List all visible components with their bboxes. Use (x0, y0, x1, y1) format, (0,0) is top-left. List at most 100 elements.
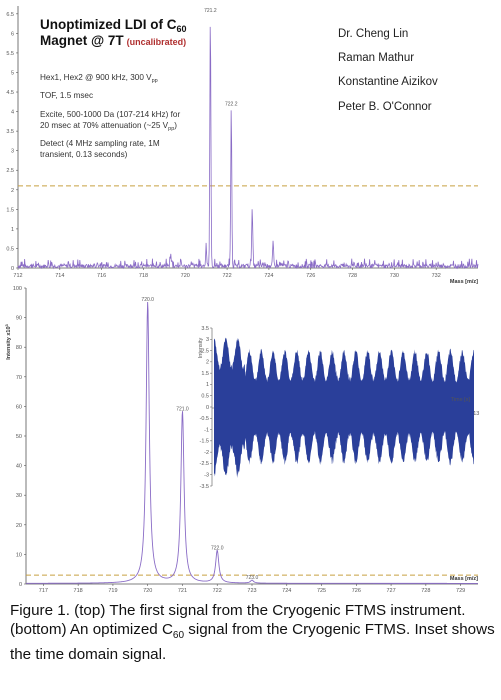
author-2: Raman Mathur (338, 52, 414, 64)
bottom-x-tick-label: 725 (317, 588, 326, 594)
inset-y-ticks: -3.5 -3 -2.5 -2 -1.5 -1 -0.5 0 0.5 1 1.5 2 2.5 3 3.5 (200, 326, 212, 490)
top-y-tick-label: 5.5 (6, 51, 14, 57)
bottom-x-tick-label: 721 (178, 588, 187, 594)
param-line-3: Excite, 500-1000 Da (107-214 kHz) for (40, 110, 180, 119)
bottom-x-tick-label: 723 (247, 588, 256, 594)
top-x-tick-label: 728 (348, 273, 357, 279)
top-x-tick-label: 714 (55, 273, 64, 279)
top-peak-labels: 721.2 722.2 (204, 8, 238, 108)
param-line-6: transient, 0.13 seconds) (40, 150, 128, 159)
bottom-x-axis-label: Mass [m/z] (450, 576, 478, 582)
top-y-tick-label: 3 (11, 149, 14, 155)
bottom-y-tick-label: 60 (16, 404, 22, 410)
author-1: Dr. Cheng Lin (338, 28, 408, 40)
top-x-ticks: 712 714 716 718 720 722 724 726 728 730 732 (13, 268, 441, 279)
top-y-tick-label: 0.5 (6, 246, 14, 252)
bottom-x-tick-label: 729 (456, 588, 465, 594)
bottom-y-tick-label: 0 (19, 582, 22, 588)
bottom-x-tick-label: 717 (39, 588, 48, 594)
top-y-tick-label: 3.5 (6, 129, 14, 135)
bottom-peak-label: 720.0 (141, 297, 154, 303)
top-x-tick-label: 732 (432, 273, 441, 279)
caption-subscript: 60 (172, 630, 185, 642)
inset-y-tick-label: -1.5 (200, 439, 209, 445)
inset-y-tick-label: 0.5 (201, 394, 209, 400)
inset-y-tick-label: -2.5 (200, 461, 209, 467)
top-x-tick-label: 726 (306, 273, 315, 279)
top-y-tick-label: 4 (11, 110, 14, 116)
inset-y-tick-label: 2 (206, 360, 209, 366)
time-domain-inset: -3.5 -3 -2.5 -2 -1.5 -1 -0.5 0 0.5 1 1.5 2 2.5 3 3.5 0… (195, 320, 479, 490)
inset-y-axis-label: Intensity (198, 338, 204, 359)
caption-part2: signal from the Cryogenic FTMS. Inset sh… (10, 621, 495, 664)
param-line-1: Hex1, Hex2 @ 900 kHz, 300 Vpp (40, 73, 158, 84)
bottom-x-tick-label: 720 (143, 588, 152, 594)
top-spectrum-trace (17, 26, 479, 270)
bottom-y-tick-label: 100 (13, 286, 22, 292)
inset-y-tick-label: -0.5 (200, 416, 209, 422)
top-y-tick-label: 2 (11, 188, 14, 194)
bottom-spectrum-trace (26, 301, 478, 584)
top-y-ticks: 0 0.5 1 1.5 2 2.5 3 3.5 4 4.5 5 5.5 6 6.5 (6, 12, 18, 272)
bottom-y-tick-label: 30 (16, 493, 22, 499)
top-x-tick-label: 724 (264, 273, 273, 279)
inset-y-tick-label: -2 (204, 450, 209, 456)
param-line-5: Detect (4 MHz sampling rate, 1M (40, 139, 160, 148)
inset-y-tick-label: -1 (204, 427, 209, 433)
bottom-y-tick-label: 20 (16, 523, 22, 529)
bottom-x-tick-label: 719 (108, 588, 117, 594)
top-y-tick-label: 4.5 (6, 90, 14, 96)
param-line-4: 20 msec at 70% attenuation (~25 Vpp) (40, 121, 177, 132)
bottom-peak-label: 722.0 (211, 545, 224, 551)
bottom-y-tick-label: 40 (16, 464, 22, 470)
top-spectrum-chart: 0 0.5 1 1.5 2 2.5 3 3.5 4 4.5 5 5.5 6 6.5 712 714 716 71… (6, 6, 479, 285)
top-title-sub: 60 (176, 24, 186, 34)
top-y-tick-label: 0 (11, 266, 14, 272)
bottom-y-tick-label: 90 (16, 316, 22, 322)
bottom-peak-label: 721.0 (176, 406, 189, 412)
top-title-note: (uncalibrated) (127, 37, 187, 47)
top-x-tick-label: 712 (13, 273, 22, 279)
top-y-tick-label: 6 (11, 31, 14, 37)
bottom-peak-labels: 720.0 721.0 722.0 723.0 (141, 297, 258, 581)
bottom-x-tick-label: 727 (386, 588, 395, 594)
top-y-tick-label: 6.5 (6, 12, 14, 18)
inset-y-tick-label: 2.5 (201, 348, 209, 354)
top-x-axis-label: Mass [m/z] (450, 279, 478, 285)
bottom-x-tick-label: 724 (282, 588, 291, 594)
bottom-y-tick-label: 80 (16, 345, 22, 351)
bottom-y-ticks: 0 10 20 30 40 50 60 70 80 90 100 (13, 286, 26, 588)
top-x-tick-label: 720 (181, 273, 190, 279)
top-y-tick-label: 2.5 (6, 168, 14, 174)
inset-y-tick-label: 1.5 (201, 371, 209, 377)
top-y-tick-label: 1 (11, 227, 14, 233)
author-4: Peter B. O'Connor (338, 101, 432, 113)
inset-y-tick-label: -3.5 (200, 484, 209, 490)
bottom-x-tick-label: 718 (74, 588, 83, 594)
bottom-y-tick-label: 70 (16, 375, 22, 381)
inset-signal (214, 337, 474, 479)
caption-part1: Figure 1. (top) The first signal from th… (10, 602, 466, 639)
inset-y-tick-label: 1 (206, 382, 209, 388)
bottom-y-axis-label: Intensity x103 (4, 323, 12, 359)
inset-x-axis-label: Time [s] (451, 397, 471, 403)
bottom-x-tick-label: 722 (213, 588, 222, 594)
top-x-tick-label: 716 (97, 273, 106, 279)
top-title-line1: Unoptimized LDI of C60 (40, 17, 187, 34)
top-title-line2: Magnet @ 7T (uncalibrated) (40, 33, 186, 48)
top-peak-label: 721.2 (204, 8, 217, 14)
top-y-tick-label: 1.5 (6, 207, 14, 213)
bottom-y-tick-label: 50 (16, 434, 22, 440)
bottom-x-tick-label: 726 (352, 588, 361, 594)
bottom-peak-label: 723.0 (246, 575, 259, 581)
inset-y-tick-label: 0 (206, 405, 209, 411)
inset-y-tick-label: -3 (204, 473, 209, 479)
top-peak-label: 722.2 (225, 102, 238, 108)
top-y-tick-label: 5 (11, 70, 14, 76)
figure-caption: Figure 1. (top) The first signal from th… (10, 601, 495, 665)
top-x-tick-label: 730 (390, 273, 399, 279)
inset-y-tick-label: 3.5 (201, 326, 209, 332)
top-x-tick-label: 718 (139, 273, 148, 279)
bottom-y-tick-label: 10 (16, 552, 22, 558)
author-3: Konstantine Aizikov (338, 76, 438, 88)
